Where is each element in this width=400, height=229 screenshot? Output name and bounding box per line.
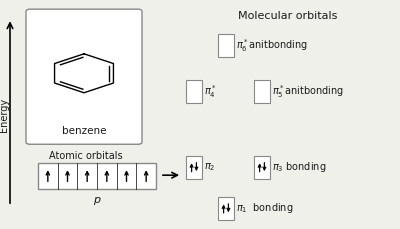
FancyBboxPatch shape <box>218 197 234 220</box>
FancyBboxPatch shape <box>186 80 202 103</box>
FancyBboxPatch shape <box>38 163 156 189</box>
FancyBboxPatch shape <box>186 156 202 179</box>
Text: p: p <box>94 195 100 205</box>
Text: Energy: Energy <box>0 97 9 132</box>
Text: Atomic orbitals: Atomic orbitals <box>49 151 123 161</box>
Text: $\pi_6^*$anitbonding: $\pi_6^*$anitbonding <box>236 37 308 54</box>
Text: $\pi_3$ bonding: $\pi_3$ bonding <box>272 160 327 174</box>
FancyBboxPatch shape <box>218 34 234 57</box>
FancyBboxPatch shape <box>254 156 270 179</box>
Text: $\pi_2$: $\pi_2$ <box>204 161 216 173</box>
FancyBboxPatch shape <box>254 80 270 103</box>
Text: $\pi_1$  bonding: $\pi_1$ bonding <box>236 201 294 215</box>
Text: $\pi_5^*$anitbonding: $\pi_5^*$anitbonding <box>272 83 344 100</box>
Text: $\pi_4^*$: $\pi_4^*$ <box>204 83 217 100</box>
Text: benzene: benzene <box>62 125 106 136</box>
FancyBboxPatch shape <box>26 9 142 144</box>
Text: Molecular orbitals: Molecular orbitals <box>238 11 338 21</box>
